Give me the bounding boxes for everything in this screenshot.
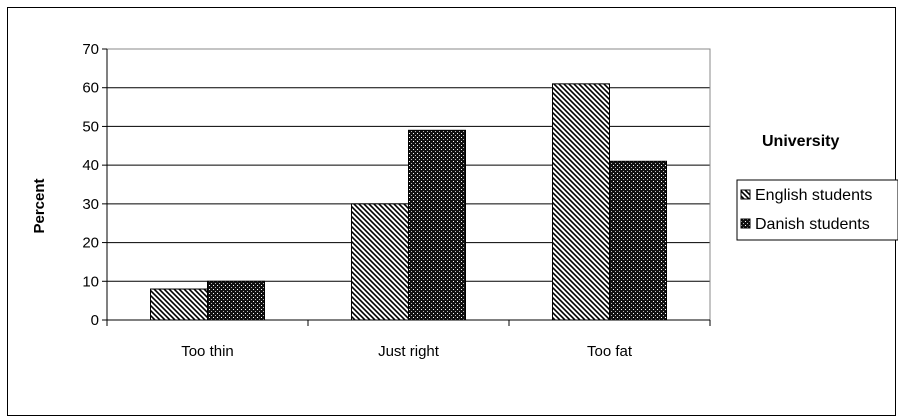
bar-danish: [408, 129, 466, 321]
bars: [150, 83, 667, 321]
y-axis-label: Percent: [31, 178, 48, 233]
legend-swatch-english: [740, 189, 751, 200]
y-tick-labels: 0 10 20 30 40 50 60 70: [82, 41, 99, 329]
y-tick-label: 30: [82, 196, 99, 213]
y-tick-label: 10: [82, 273, 99, 290]
bar-english: [552, 83, 610, 321]
y-tick-label: 50: [82, 118, 99, 135]
y-tick-label: 0: [91, 312, 99, 329]
x-tick-labels: Too thin Just right Too fat: [181, 343, 633, 360]
legend-swatch-danish: [740, 218, 751, 229]
x-tick-label: Too fat: [587, 343, 633, 360]
bar-danish: [207, 280, 265, 321]
bar-english: [351, 203, 409, 321]
bar-english: [150, 288, 208, 321]
y-tick-label: 60: [82, 80, 99, 97]
legend: University English students Danish stude…: [736, 133, 898, 241]
legend-box: [736, 179, 898, 241]
y-tick-label: 20: [82, 235, 99, 252]
legend-label-danish: Danish students: [755, 216, 870, 233]
legend-title: University: [762, 133, 839, 150]
axes: [102, 48, 711, 326]
y-tick-label: 40: [82, 157, 99, 174]
bar-danish: [609, 160, 667, 321]
legend-label-english: English students: [755, 187, 872, 204]
x-tick-label: Just right: [378, 343, 440, 360]
x-tick-label: Too thin: [181, 343, 234, 360]
y-tick-label: 70: [82, 41, 99, 58]
